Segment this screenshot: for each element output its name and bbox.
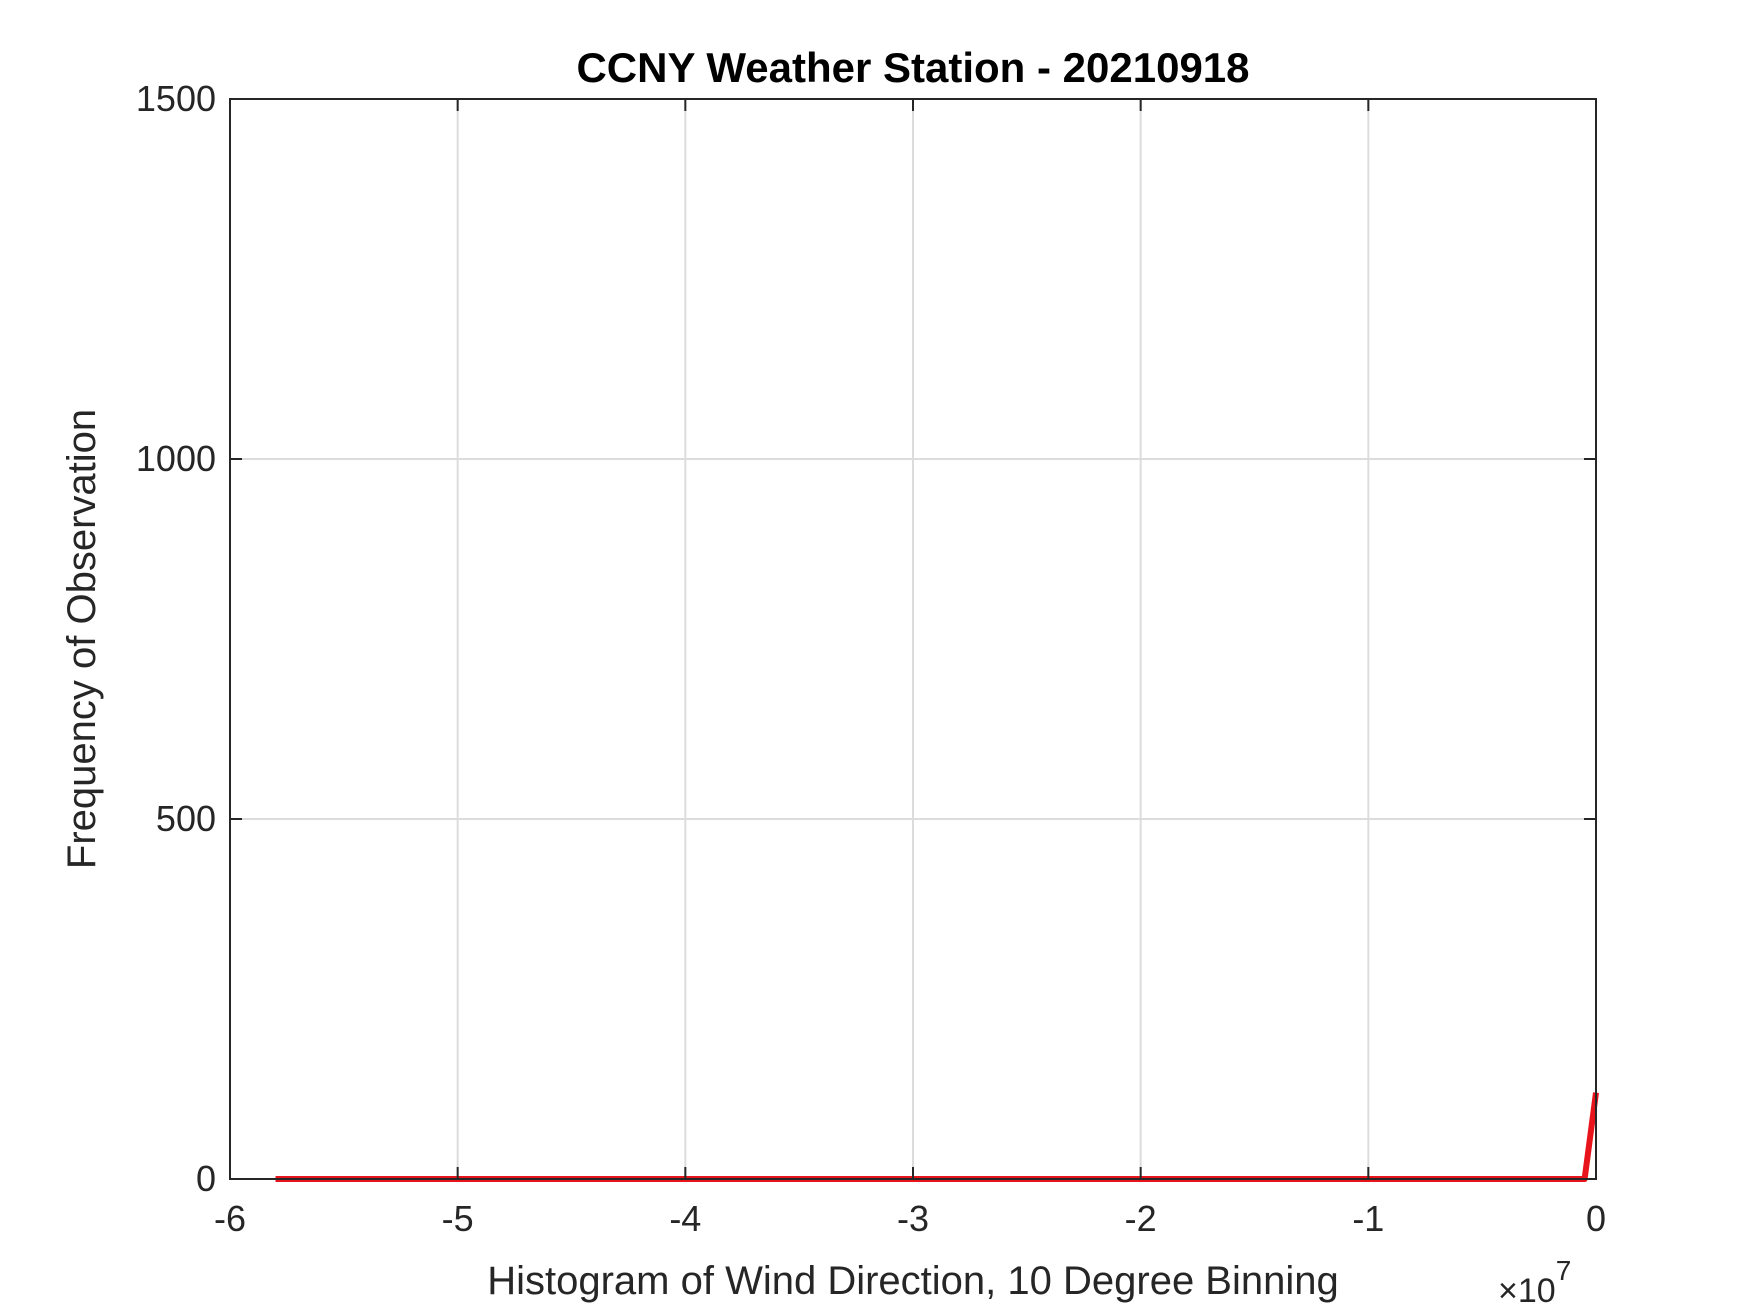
y-tick-labels: 0 500 1000 1500 — [136, 78, 216, 1199]
x-exponent-power: 7 — [1556, 1255, 1572, 1286]
x-axis-label: Histogram of Wind Direction, 10 Degree B… — [487, 1259, 1339, 1303]
x-tick-label: -3 — [897, 1198, 929, 1239]
x-exponent-base: ×10 — [1498, 1272, 1556, 1310]
y-tick-label: 0 — [196, 1158, 216, 1199]
y-axis-label: Frequency of Observation — [60, 409, 104, 869]
tick-marks — [229, 98, 1597, 1180]
y-tick-label: 1000 — [136, 438, 216, 479]
x-axis-exponent: ×107 — [1498, 1255, 1571, 1310]
x-tick-label: -1 — [1352, 1198, 1384, 1239]
y-tick-label: 1500 — [136, 78, 216, 119]
x-tick-label: -6 — [214, 1198, 246, 1239]
y-tick-label: 500 — [156, 798, 216, 839]
chart-title: CCNY Weather Station - 20210918 — [576, 44, 1249, 91]
x-tick-label: -2 — [1125, 1198, 1157, 1239]
x-tick-label: 0 — [1586, 1198, 1606, 1239]
x-tick-labels: -6 -5 -4 -3 -2 -1 0 — [214, 1198, 1606, 1239]
x-tick-label: -5 — [442, 1198, 474, 1239]
x-tick-label: -4 — [669, 1198, 701, 1239]
